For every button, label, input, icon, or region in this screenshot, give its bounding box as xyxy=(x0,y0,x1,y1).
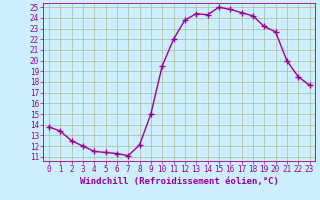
X-axis label: Windchill (Refroidissement éolien,°C): Windchill (Refroidissement éolien,°C) xyxy=(80,177,279,186)
